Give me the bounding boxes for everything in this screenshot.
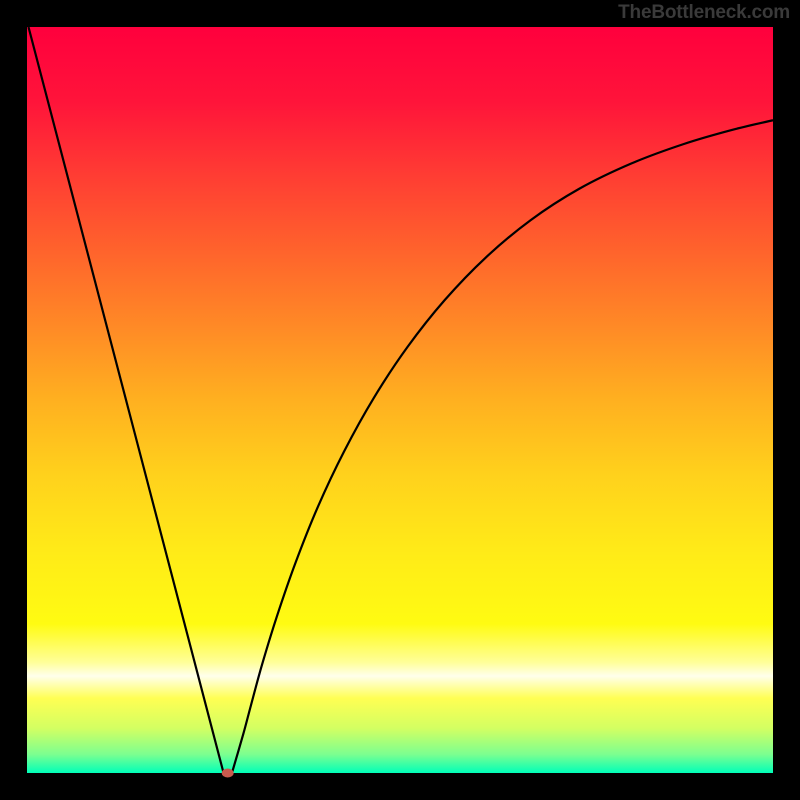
gradient-background xyxy=(27,27,773,773)
chart-svg xyxy=(0,0,800,800)
minimum-marker xyxy=(222,769,234,778)
attribution-label: TheBottleneck.com xyxy=(618,2,790,24)
marker-group xyxy=(222,769,234,778)
chart-container: TheBottleneck.com xyxy=(0,0,800,800)
